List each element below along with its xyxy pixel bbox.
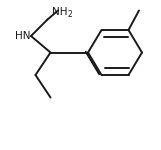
Text: NH: NH bbox=[52, 7, 67, 17]
Text: HN: HN bbox=[14, 31, 30, 41]
Text: 2: 2 bbox=[68, 10, 72, 19]
